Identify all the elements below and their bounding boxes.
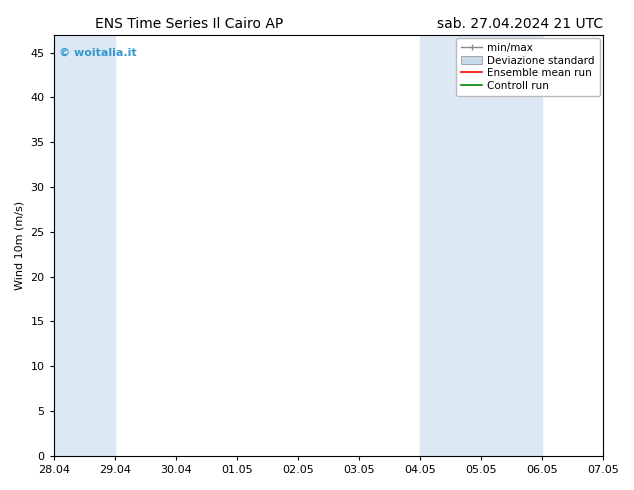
Bar [603,35,634,456]
Y-axis label: Wind 10m (m/s): Wind 10m (m/s) [15,201,25,290]
Text: ENS Time Series Il Cairo AP: ENS Time Series Il Cairo AP [95,17,283,31]
Text: sab. 27.04.2024 21 UTC: sab. 27.04.2024 21 UTC [437,17,603,31]
Legend: min/max, Deviazione standard, Ensemble mean run, Controll run: min/max, Deviazione standard, Ensemble m… [456,38,600,96]
Bar [420,35,542,456]
Text: © woitalia.it: © woitalia.it [59,47,137,57]
Bar [54,35,115,456]
